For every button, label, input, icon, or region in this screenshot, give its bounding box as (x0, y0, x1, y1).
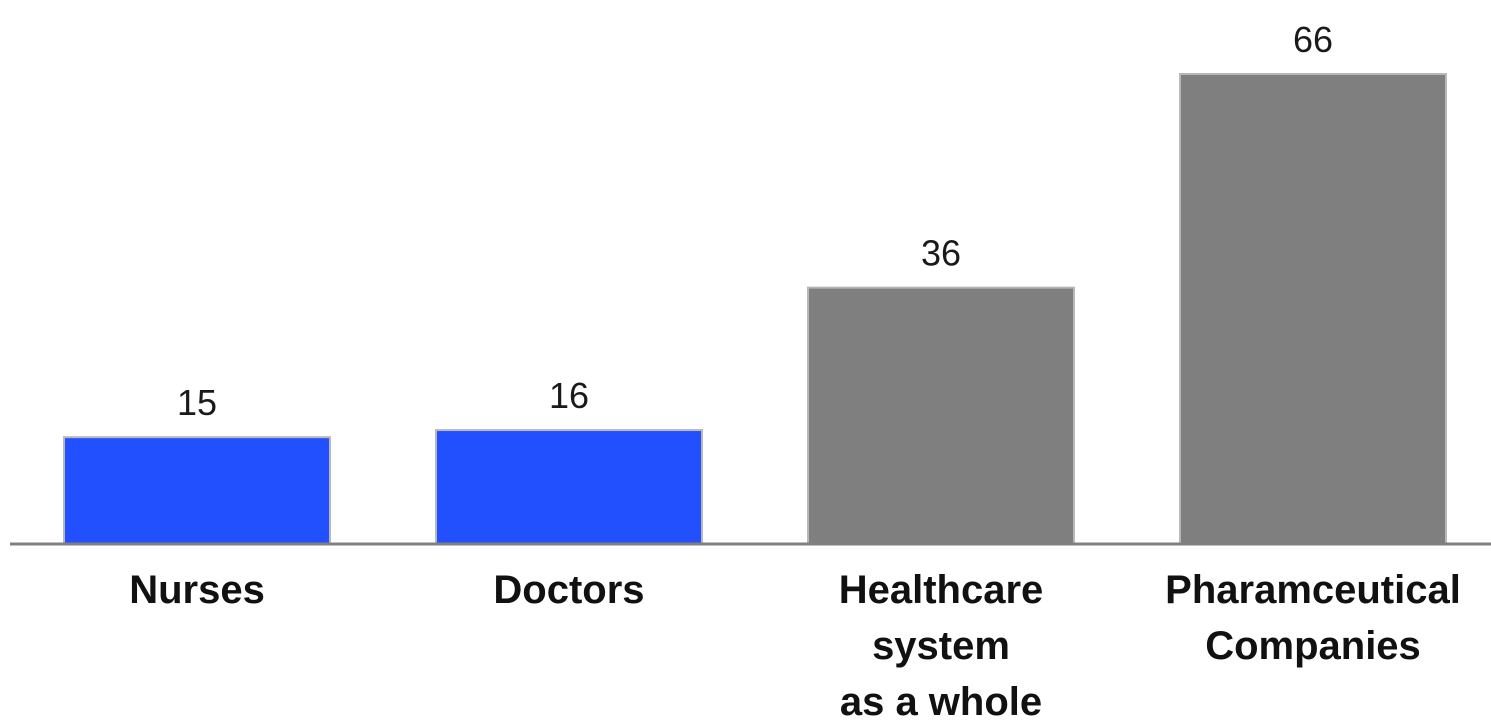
category-label-0: Nurses (129, 568, 265, 612)
category-label-line: Doctors (493, 568, 644, 612)
bar-0 (63, 436, 331, 546)
value-label-2: 36 (921, 233, 961, 274)
category-label-line: Nurses (129, 568, 265, 612)
category-label-line: system (872, 624, 1010, 668)
value-label-3: 66 (1293, 19, 1333, 60)
value-label-0: 15 (177, 382, 217, 423)
category-label-line: Healthcare (839, 568, 1044, 612)
category-label-2: Healthcare system as a whole (839, 568, 1044, 722)
bar-2 (807, 286, 1075, 545)
bar-1 (435, 429, 703, 545)
bars-group (63, 73, 1447, 546)
value-labels-group: 15 16 36 66 (177, 19, 1333, 423)
value-label-1: 16 (549, 375, 589, 416)
category-label-line: Pharamceutical (1165, 568, 1461, 612)
category-label-line: as a whole (840, 680, 1042, 722)
category-label-line: Companies (1205, 624, 1421, 668)
category-label-3: Pharamceutical Companies (1165, 568, 1461, 668)
category-labels-group: Nurses Doctors Healthcare system as a whole P… (129, 568, 1461, 722)
bar-3 (1179, 73, 1447, 545)
category-label-1: Doctors (493, 568, 644, 612)
